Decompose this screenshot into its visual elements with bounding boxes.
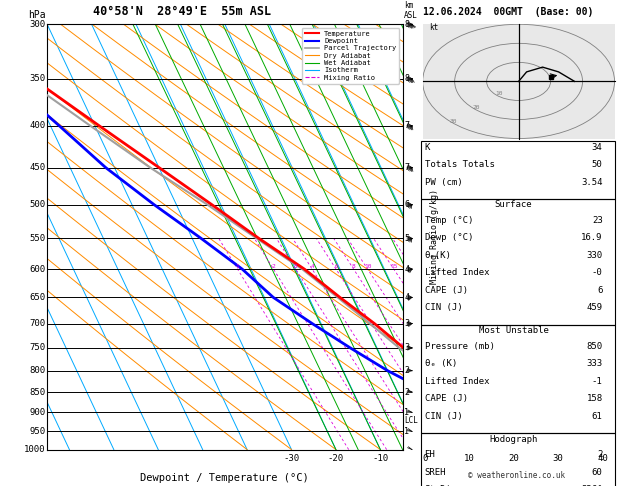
Text: Pressure (mb): Pressure (mb) [425,342,494,351]
Text: 3: 3 [294,264,298,269]
Text: 7: 7 [404,122,409,130]
Text: 300: 300 [30,20,45,29]
Text: 34: 34 [592,143,603,152]
Text: Mixing Ratio (g/kg): Mixing Ratio (g/kg) [430,190,439,284]
Text: Dewp (°C): Dewp (°C) [425,233,473,243]
Text: CIN (J): CIN (J) [425,303,462,312]
Text: Lifted Index: Lifted Index [425,377,489,386]
Text: 3: 3 [404,319,409,328]
Text: 8: 8 [404,20,409,29]
Text: 158: 158 [586,394,603,403]
Text: 459: 459 [586,303,603,312]
Text: 600: 600 [30,264,45,274]
Text: 4: 4 [310,264,314,269]
Text: 4: 4 [404,264,409,274]
Text: 550: 550 [30,234,45,243]
Text: 750: 750 [30,344,45,352]
Text: Lifted Index: Lifted Index [425,268,489,278]
Text: Dewpoint / Temperature (°C): Dewpoint / Temperature (°C) [140,473,309,483]
Text: 30: 30 [450,119,457,123]
Text: 850: 850 [586,342,603,351]
Text: 333: 333 [586,359,603,368]
Text: Most Unstable: Most Unstable [479,326,548,335]
Text: -10: -10 [372,454,389,463]
Text: 1: 1 [404,408,409,417]
Text: Totals Totals: Totals Totals [425,160,494,170]
Legend: Temperature, Dewpoint, Parcel Trajectory, Dry Adiabat, Wet Adiabat, Isotherm, Mi: Temperature, Dewpoint, Parcel Trajectory… [302,28,399,84]
Text: 10: 10 [364,264,371,269]
Text: 800: 800 [30,366,45,375]
Text: θₑ(K): θₑ(K) [425,251,452,260]
Text: 2: 2 [272,264,276,269]
Text: 3: 3 [404,344,409,352]
Text: 5: 5 [404,234,409,243]
Text: 61: 61 [592,412,603,421]
Text: 8: 8 [404,74,409,83]
Text: 6: 6 [334,264,338,269]
Text: © weatheronline.co.uk: © weatheronline.co.uk [469,471,565,480]
Text: 0: 0 [422,454,428,463]
Text: 40: 40 [597,454,608,463]
Text: 700: 700 [30,319,45,328]
Text: CAPE (J): CAPE (J) [425,286,467,295]
Text: CIN (J): CIN (J) [425,412,462,421]
Text: 12.06.2024  00GMT  (Base: 00): 12.06.2024 00GMT (Base: 00) [423,6,593,17]
Text: 20: 20 [508,454,519,463]
Text: 850: 850 [30,388,45,397]
Text: 50: 50 [592,160,603,170]
Text: Hodograph: Hodograph [489,434,538,444]
Text: 900: 900 [30,408,45,417]
Text: -30: -30 [284,454,299,463]
Text: 30: 30 [553,454,564,463]
Text: 330: 330 [586,251,603,260]
Text: 6: 6 [597,286,603,295]
Text: 2: 2 [597,451,603,459]
Text: 16.9: 16.9 [581,233,603,243]
Text: 650: 650 [30,293,45,302]
Text: -0: -0 [592,268,603,278]
Text: -1: -1 [592,377,603,386]
Text: 15: 15 [390,264,398,269]
Text: 8: 8 [352,264,355,269]
Text: 4: 4 [404,293,409,302]
Text: 350: 350 [30,74,45,83]
Text: -20: -20 [328,454,344,463]
Text: 2: 2 [404,366,409,375]
Text: 10: 10 [464,454,474,463]
Text: 10: 10 [496,91,503,96]
Text: 7: 7 [404,163,409,172]
Text: 40°58'N  28°49'E  55m ASL: 40°58'N 28°49'E 55m ASL [93,5,271,18]
Text: 950: 950 [30,427,45,436]
Text: EH: EH [425,451,435,459]
Text: 60: 60 [592,468,603,477]
Text: 1: 1 [236,264,240,269]
Text: kt: kt [429,23,438,32]
Text: 2: 2 [404,388,409,397]
Text: 400: 400 [30,122,45,130]
Text: K: K [425,143,430,152]
Text: 20: 20 [472,105,480,110]
Text: 3.54: 3.54 [581,178,603,187]
Text: 23: 23 [592,216,603,225]
Text: CAPE (J): CAPE (J) [425,394,467,403]
Text: km
ASL: km ASL [404,0,418,20]
Text: 1000: 1000 [24,445,45,454]
Text: PW (cm): PW (cm) [425,178,462,187]
Text: 1: 1 [404,427,409,436]
Text: SREH: SREH [425,468,446,477]
Text: Surface: Surface [495,200,532,209]
Text: LCL: LCL [404,416,418,425]
Text: 500: 500 [30,200,45,209]
Text: 6: 6 [404,200,409,209]
Text: hPa: hPa [28,10,45,20]
Text: θₑ (K): θₑ (K) [425,359,457,368]
Text: Temp (°C): Temp (°C) [425,216,473,225]
Text: 450: 450 [30,163,45,172]
